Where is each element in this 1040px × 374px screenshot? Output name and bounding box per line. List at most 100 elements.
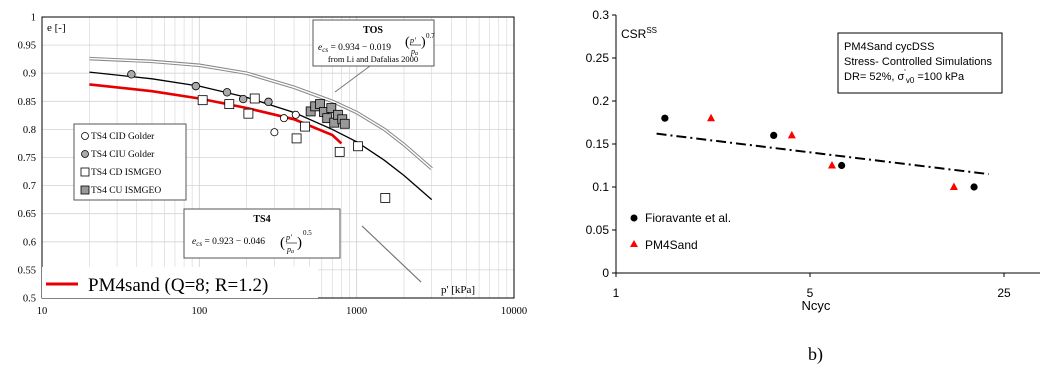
chart-a: 0.5 0.55 0.6 0.65 0.7 0.75 0.8 0.85 0.9 0.95 1 10 10… — [18, 13, 528, 318]
x-tick-label-b: 5 — [807, 286, 814, 300]
xlabel-b: Ncyc — [802, 298, 831, 313]
info-box-frame — [837, 32, 1003, 94]
ts4-equation: ecs = 0.923 − 0.046 — [192, 237, 265, 248]
legend-label-cu: TS4 CU ISMGEO — [91, 186, 161, 196]
cd-ismgeo-point — [380, 193, 391, 203]
x-tick-label-a: 1000 — [346, 306, 367, 317]
y-tick-label-b: 0.3 — [592, 8, 609, 22]
tos-source: from Li and Dafalias 2000 — [328, 54, 418, 64]
ticks-b: 0 0.05 0.1 0.15 0.2 0.25 0.3 1 5 25 — [586, 8, 1011, 300]
ciu-golder-point — [127, 70, 136, 79]
ciu-golder-point — [238, 94, 248, 104]
legend-marker-cu — [80, 185, 90, 195]
y-tick-label-a: 0.55 — [18, 265, 36, 276]
legend-box-a — [73, 123, 187, 201]
legend-pm4sand-bg — [42, 267, 318, 298]
ts4-annotation: TS4 ecs = 0.923 − 0.046 ( p' pa ) 0.5 — [183, 208, 422, 283]
legend-label-cd: TS4 CD ISMGEO — [91, 168, 161, 178]
points-a — [127, 70, 391, 203]
pm4sand-point — [787, 130, 796, 139]
pm4sand-point — [827, 161, 836, 169]
cid-golder-point — [291, 110, 300, 119]
curves-a — [89, 56, 433, 201]
cd-ismgeo-point — [243, 108, 254, 119]
xlabel-a: p' [kPa] — [441, 284, 475, 296]
legend-marker-ciu — [81, 150, 89, 158]
tos-title: TOS — [363, 25, 383, 36]
x-tick-label-b: 25 — [997, 286, 1011, 300]
ciu-golder-point — [222, 88, 232, 97]
tos-exponent: 0.7 — [426, 32, 435, 40]
info-line-2: Stress- Controlled Simulations — [844, 56, 992, 68]
y-tick-label-a: 0.95 — [18, 41, 36, 52]
y-tick-label-a: 0.6 — [23, 237, 36, 248]
ylabel-a: e [-] — [47, 22, 66, 34]
tos-frac-den: pa — [410, 47, 418, 57]
ts4-curve — [89, 71, 433, 201]
points-b — [661, 113, 978, 191]
tos-paren-close: ) — [421, 35, 426, 50]
pm4sand-point — [707, 113, 716, 122]
x-tick-label-b: 1 — [613, 286, 620, 300]
y-tick-label-a: 0.65 — [18, 209, 36, 220]
legend-label-pm4sand: PM4Sand — [645, 238, 698, 252]
fioravante-point — [770, 131, 778, 139]
y-tick-label-b: 0.15 — [586, 137, 610, 151]
trendline — [656, 132, 989, 176]
cd-ismgeo-point — [291, 133, 302, 144]
ts4-title: TS4 — [253, 214, 270, 225]
y-tick-label-b: 0.25 — [586, 51, 610, 65]
legend-marker-fioravante — [630, 214, 638, 222]
cd-ismgeo-point — [197, 95, 208, 106]
ts4-frac-num: p' — [285, 233, 292, 242]
cd-ismgeo-point — [353, 141, 363, 152]
y-tick-label-a: 0.85 — [18, 97, 36, 108]
legend-label-fioravante: Fioravante et al. — [645, 211, 731, 225]
chart-b: 0 0.05 0.1 0.15 0.2 0.25 0.3 1 5 25 CSRSS Ncyc PM… — [586, 8, 1040, 313]
cu-ismgeo-point — [339, 118, 350, 129]
legend-pm4sand-a: PM4sand (Q=8; R=1.2) — [42, 267, 318, 298]
ts4-paren-open: ( — [280, 235, 285, 251]
legend-marker-cid — [81, 132, 89, 140]
y-tick-label-b: 0.1 — [592, 180, 609, 194]
legend-label-ciu: TS4 CIU Golder — [91, 150, 155, 160]
y-tick-label-a: 0.7 — [23, 181, 36, 192]
fioravante-point — [661, 114, 669, 122]
legend-pm4sand-label: PM4sand (Q=8; R=1.2) — [88, 275, 268, 296]
tos-curve-inner — [89, 57, 433, 170]
cu-ismgeo-point — [326, 103, 337, 113]
panel-label-b: b) — [808, 344, 823, 364]
tos-equation: ecs = 0.934 − 0.019 — [318, 43, 391, 54]
ciu-golder-point — [264, 97, 273, 107]
legend-marker-cd — [80, 167, 90, 177]
tos-paren-open: ( — [405, 35, 410, 50]
ts4-paren-close: ) — [297, 235, 302, 251]
y-tick-label-b: 0.2 — [592, 94, 609, 108]
info-line-1: PM4Sand cycDSS — [844, 41, 934, 53]
cd-ismgeo-point — [334, 146, 345, 157]
cid-golder-point — [279, 114, 288, 123]
ts4-box — [183, 208, 341, 259]
pm4sand-curve — [89, 83, 343, 145]
y-tick-label-a: 0.8 — [23, 125, 36, 136]
y-tick-label-a: 1 — [31, 13, 36, 24]
ts4-exponent: 0.5 — [303, 229, 312, 237]
info-line-3: DR= 52%, σ'v0 =100 kPa — [844, 68, 965, 85]
fioravante-point — [970, 183, 978, 191]
y-tick-label-a: 0.75 — [18, 153, 36, 164]
trendline-b — [656, 132, 989, 176]
y-tick-label-b: 0.05 — [586, 223, 610, 237]
cd-ismgeo-point — [249, 93, 260, 104]
ticks-a: 0.5 0.55 0.6 0.65 0.7 0.75 0.8 0.85 0.9 0.95 1 10 10… — [18, 13, 528, 318]
ts4-frac-den: pa — [286, 245, 294, 255]
cid-golder-point — [270, 128, 279, 137]
info-box-b: PM4Sand cycDSS Stress- Controlled Simula… — [837, 32, 1003, 94]
y-tick-label-a: 0.5 — [23, 294, 36, 305]
y-tick-label-b: 0 — [602, 266, 609, 280]
ciu-golder-point — [191, 81, 201, 91]
legend-b: Fioravante et al. PM4Sand — [630, 211, 731, 252]
legend-a: TS4 CID Golder TS4 CIU Golder TS4 CD ISM… — [73, 123, 187, 201]
pm4sand-point — [949, 182, 958, 190]
fioravante-point — [838, 161, 846, 170]
x-tick-label-a: 10 — [37, 306, 48, 317]
